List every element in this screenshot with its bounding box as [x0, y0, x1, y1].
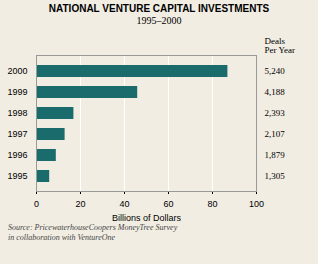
svg-text:40: 40	[119, 199, 129, 209]
svg-text:2000: 2000	[7, 66, 27, 76]
svg-text:1996: 1996	[7, 150, 27, 160]
svg-text:1995: 1995	[7, 171, 27, 181]
svg-text:1999: 1999	[7, 87, 27, 97]
html-text:NATIONAL VENTURE CAPITAL INVES: NATIONAL VENTURE CAPITAL INVESTMENTS	[48, 3, 270, 14]
svg-text:60: 60	[163, 199, 173, 209]
html-text:Source: PricewaterhouseCoopers: Source: PricewaterhouseCoopers MoneyTree…	[8, 223, 178, 242]
svg-text:2,107: 2,107	[265, 129, 286, 139]
svg-text:1,879: 1,879	[265, 150, 286, 160]
svg-text:20: 20	[75, 199, 85, 209]
svg-text:DealsPer Year: DealsPer Year	[265, 36, 296, 55]
svg-text:Billions of Dollars: Billions of Dollars	[112, 213, 182, 223]
svg-text:1997: 1997	[7, 129, 27, 139]
svg-text:1,305: 1,305	[265, 171, 286, 181]
svg-text:4,188: 4,188	[265, 87, 286, 97]
svg-text:100: 100	[249, 199, 264, 209]
svg-text:1998: 1998	[7, 108, 27, 118]
svg-text:5,240: 5,240	[265, 66, 286, 76]
svg-text:0: 0	[34, 199, 39, 209]
html-text:1995–2000: 1995–2000	[136, 15, 182, 26]
svg-text:80: 80	[207, 199, 217, 209]
svg-text:2,393: 2,393	[265, 108, 286, 118]
